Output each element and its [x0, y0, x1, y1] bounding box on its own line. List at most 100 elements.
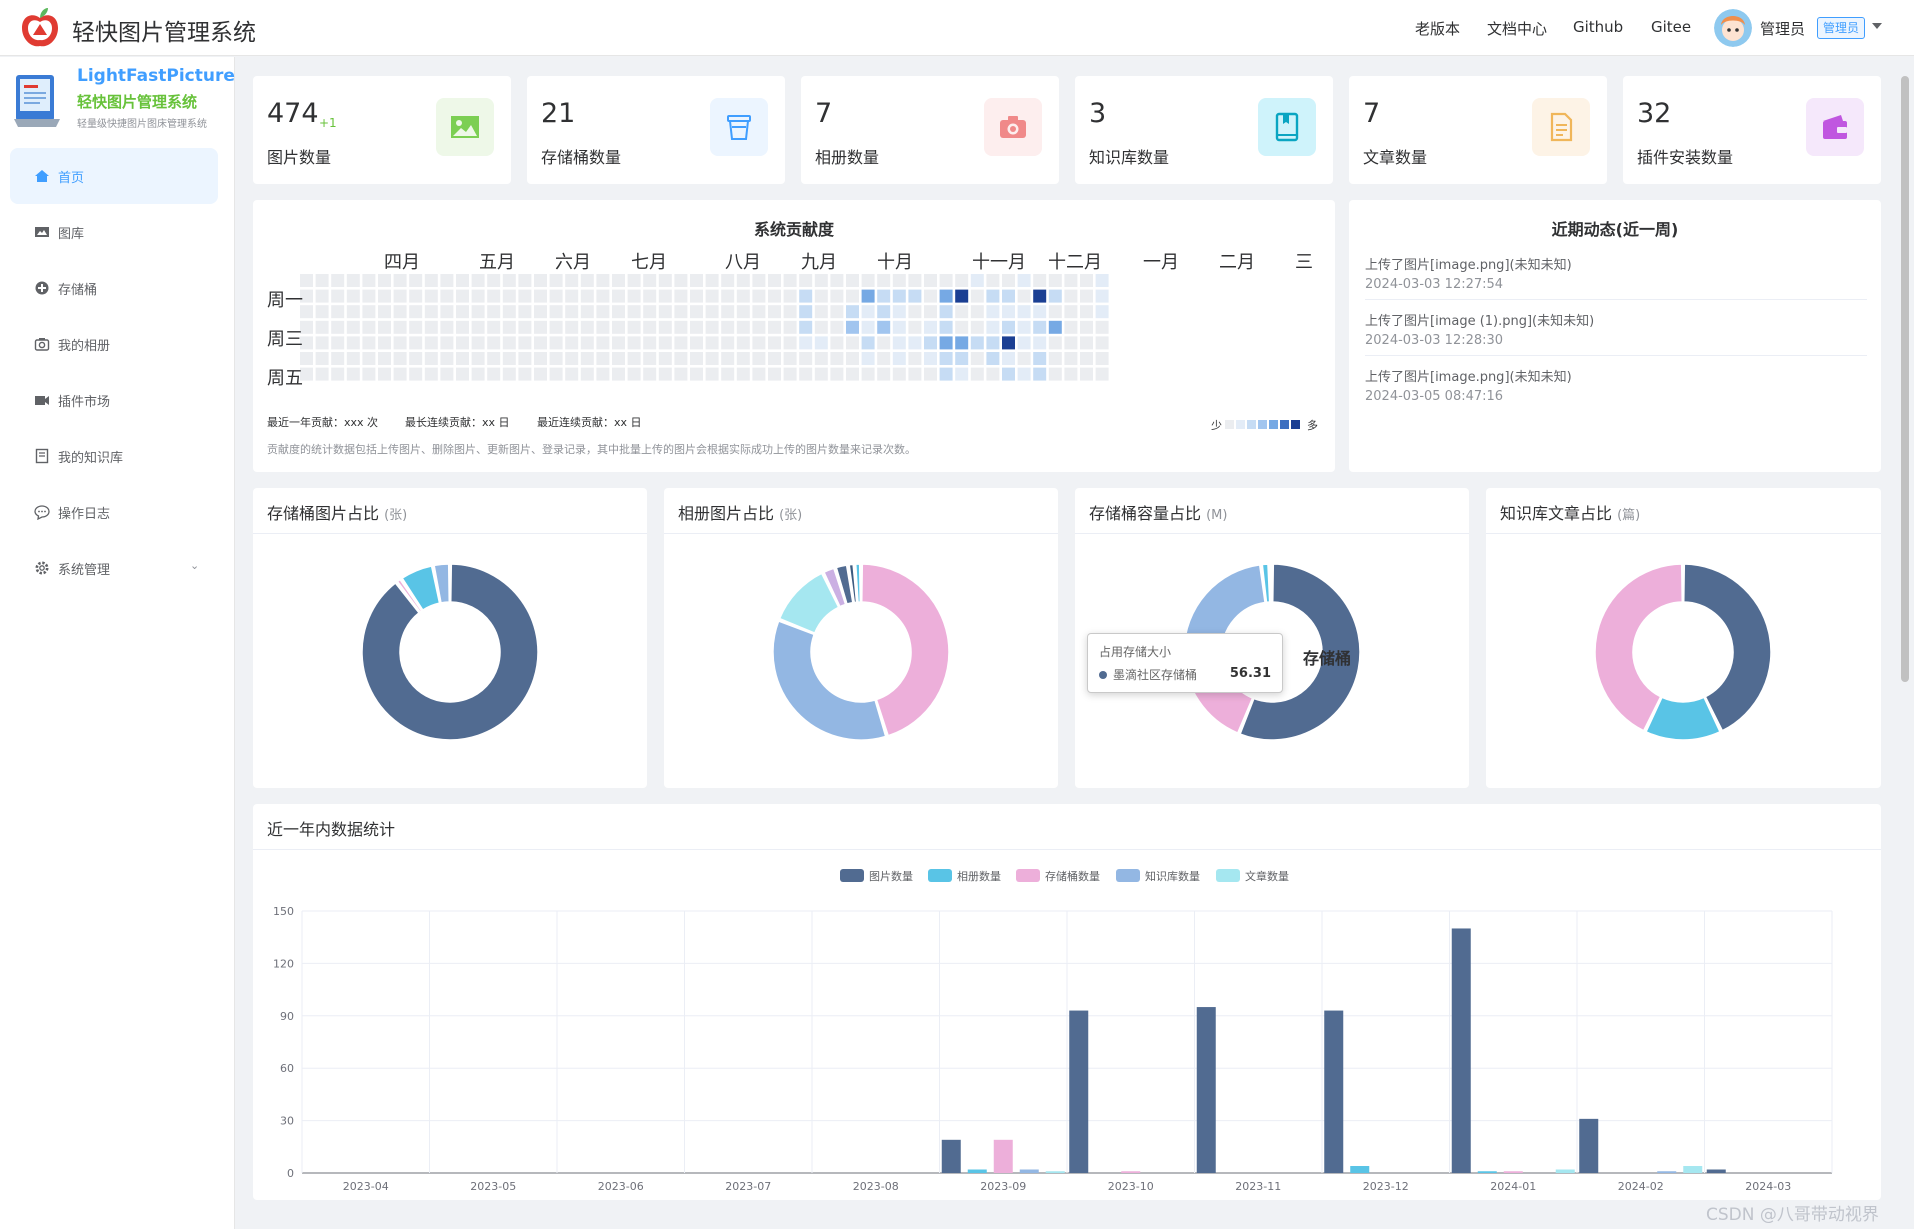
user-name[interactable]: 管理员 — [1760, 20, 1806, 38]
heatmap-cell[interactable] — [924, 274, 937, 287]
heatmap-cell[interactable] — [518, 367, 532, 381]
heatmap-cell[interactable] — [892, 367, 906, 381]
heatmap-cell[interactable] — [362, 289, 376, 303]
heatmap-cell[interactable] — [378, 305, 391, 319]
heatmap-cell[interactable] — [612, 336, 625, 350]
heatmap-cell[interactable] — [565, 367, 579, 381]
heatmap-cell[interactable] — [346, 336, 360, 350]
heatmap-cell[interactable] — [783, 336, 797, 350]
heatmap-cell[interactable] — [970, 289, 984, 303]
knowledge-articles-donut[interactable] — [1486, 534, 1881, 788]
heatmap-cell[interactable] — [502, 367, 516, 381]
heatmap-cell[interactable] — [580, 352, 594, 365]
heatmap-cell[interactable] — [924, 352, 937, 365]
heatmap-cell[interactable] — [378, 336, 391, 350]
heatmap-cell[interactable] — [877, 336, 891, 350]
heatmap-cell[interactable] — [1080, 305, 1093, 319]
bar[interactable] — [1477, 1171, 1497, 1173]
heatmap-cell[interactable] — [471, 367, 485, 381]
heatmap-cell[interactable] — [1064, 367, 1078, 381]
avatar[interactable] — [1714, 9, 1752, 47]
heatmap-cell[interactable] — [690, 352, 703, 365]
heatmap-cell[interactable] — [456, 320, 469, 334]
heatmap-cell[interactable] — [705, 305, 719, 319]
heatmap-cell[interactable] — [814, 289, 828, 303]
bar[interactable] — [1324, 1010, 1344, 1173]
heatmap-cell[interactable] — [768, 320, 781, 334]
heatmap-cell[interactable] — [456, 367, 469, 381]
heatmap-cell[interactable] — [814, 352, 828, 365]
heatmap-cell[interactable] — [1080, 336, 1093, 350]
stat-card-buckets[interactable]: 21 存储桶数量 — [527, 76, 785, 184]
heatmap-cell[interactable] — [549, 367, 563, 381]
heatmap-cell[interactable] — [736, 289, 750, 303]
heatmap-cell[interactable] — [861, 289, 875, 303]
heatmap-cell[interactable] — [424, 305, 438, 319]
heatmap-cell[interactable] — [549, 320, 563, 334]
heatmap-cell[interactable] — [877, 289, 891, 303]
heatmap-cell[interactable] — [783, 305, 797, 319]
heatmap-cell[interactable] — [674, 336, 688, 350]
heatmap-cell[interactable] — [674, 320, 688, 334]
sidebar-item-plugins[interactable]: 插件市场 — [10, 372, 218, 428]
heatmap-cell[interactable] — [705, 289, 719, 303]
heatmap-cell[interactable] — [1002, 336, 1015, 350]
heatmap-cell[interactable] — [440, 367, 454, 381]
heatmap-cell[interactable] — [1017, 305, 1031, 319]
heatmap-cell[interactable] — [924, 320, 937, 334]
pie-slice[interactable] — [823, 567, 847, 608]
heatmap-cell[interactable] — [1002, 305, 1015, 319]
pie-slice[interactable] — [861, 563, 950, 737]
heatmap-cell[interactable] — [877, 320, 891, 334]
heatmap-cell[interactable] — [768, 274, 781, 287]
heatmap-cell[interactable] — [986, 336, 1000, 350]
heatmap-cell[interactable] — [502, 320, 516, 334]
bar[interactable] — [1579, 1118, 1599, 1173]
heatmap-cell[interactable] — [955, 352, 969, 365]
legend-swatch[interactable] — [840, 869, 864, 882]
heatmap-cell[interactable] — [440, 336, 454, 350]
heatmap-cell[interactable] — [1048, 320, 1062, 334]
heatmap-cell[interactable] — [424, 336, 438, 350]
bar[interactable] — [967, 1169, 987, 1173]
heatmap-cell[interactable] — [1017, 289, 1031, 303]
heatmap-cell[interactable] — [378, 274, 391, 287]
heatmap-cell[interactable] — [970, 367, 984, 381]
pie-slice[interactable] — [1183, 564, 1266, 652]
heatmap-cell[interactable] — [674, 305, 688, 319]
heatmap-cell[interactable] — [736, 274, 750, 287]
heatmap-cell[interactable] — [331, 367, 345, 381]
scrollbar[interactable] — [1898, 70, 1912, 1229]
heatmap-cell[interactable] — [908, 352, 922, 365]
pie-slice[interactable] — [396, 578, 423, 613]
heatmap-cell[interactable] — [580, 274, 594, 287]
heatmap-cell[interactable] — [393, 274, 407, 287]
heatmap-cell[interactable] — [846, 367, 859, 381]
stat-card-plugins[interactable]: 32 插件安装数量 — [1623, 76, 1881, 184]
heatmap-cell[interactable] — [456, 336, 469, 350]
heatmap-cell[interactable] — [424, 367, 438, 381]
heatmap-cell[interactable] — [424, 274, 438, 287]
heatmap-cell[interactable] — [1033, 274, 1047, 287]
sidebar-item-logs[interactable]: 操作日志 — [10, 484, 218, 540]
heatmap-cell[interactable] — [315, 274, 329, 287]
heatmap-cell[interactable] — [643, 274, 657, 287]
heatmap-cell[interactable] — [596, 274, 610, 287]
heatmap-cell[interactable] — [580, 305, 594, 319]
heatmap-cell[interactable] — [1064, 289, 1078, 303]
heatmap-cell[interactable] — [877, 352, 891, 365]
heatmap-cell[interactable] — [799, 367, 813, 381]
heatmap-cell[interactable] — [1033, 320, 1047, 334]
heatmap-cell[interactable] — [830, 320, 844, 334]
heatmap-cell[interactable] — [705, 352, 719, 365]
heatmap-cell[interactable] — [456, 305, 469, 319]
heatmap-cell[interactable] — [549, 305, 563, 319]
heatmap-cell[interactable] — [1095, 320, 1109, 334]
heatmap-cell[interactable] — [721, 320, 735, 334]
heatmap-cell[interactable] — [378, 289, 391, 303]
heatmap-cell[interactable] — [518, 289, 532, 303]
heatmap-cell[interactable] — [939, 289, 953, 303]
heatmap-cell[interactable] — [331, 305, 345, 319]
heatmap-cell[interactable] — [986, 274, 1000, 287]
heatmap-cell[interactable] — [1033, 352, 1047, 365]
